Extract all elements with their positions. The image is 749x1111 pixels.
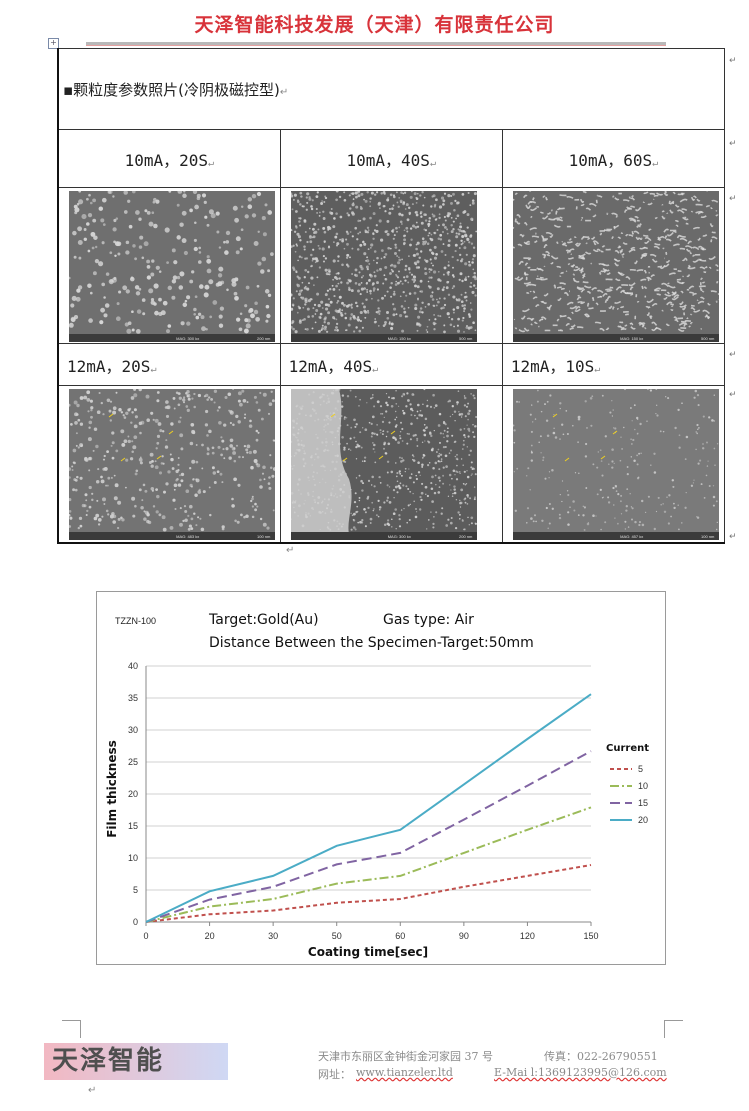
sample-label-cell: 10mA，40S↵ (279, 129, 503, 188)
y-tick-label: 5 (133, 885, 138, 895)
sample-label-cell: 12mA，40S↵ (279, 343, 503, 386)
footer-address: 天津市东丽区金钟街金河家园 37 号 (318, 1050, 493, 1063)
page-corner-mark (62, 1020, 80, 1039)
chart-svg: TZZN-100 Target:Gold(Au) Gas type: Air D… (105, 612, 649, 959)
row-end-mark: ↵ (729, 350, 737, 360)
x-tick-label: 150 (583, 931, 598, 941)
chart-title-distance: Distance Between the Specimen-Target:50m… (209, 635, 534, 651)
sample-label-cell: 12mA，10S↵ (501, 343, 726, 386)
sample-label-10ma-60s: 10mA，60S (568, 150, 653, 170)
page-corner-mark (664, 1020, 665, 1038)
row-end-mark: ↵ (729, 194, 737, 204)
x-axis-label: Coating time[sec] (308, 945, 428, 959)
series-line-current-15 (145, 750, 592, 923)
film-thickness-chart: TZZN-100 Target:Gold(Au) Gas type: Air D… (96, 591, 666, 965)
series-line-current-5 (145, 864, 592, 923)
x-tick-label: 60 (395, 931, 405, 941)
legend-label-10: 10 (638, 781, 648, 791)
sem-scale-label: 200 nm (257, 336, 271, 341)
sample-label-cell: 10mA，20S↵ (56, 129, 281, 188)
sem-scale-label: 100 nm (257, 534, 271, 539)
sem-scale-label: 200 nm (459, 534, 473, 539)
sem-image-10ma-40s: MAG: 150 kx 500 nm (290, 191, 477, 342)
sem-image-12ma-40s: MAG: 300 kx 200 nm (290, 389, 477, 540)
chart-legend: 5 10 15 20 (610, 764, 648, 825)
y-tick-label: 10 (128, 853, 138, 863)
x-tick-label: 120 (520, 931, 535, 941)
table-title: ▪颗粒度参数照片(冷阴极磁控型) (63, 80, 280, 99)
legend-label-5: 5 (638, 764, 643, 774)
y-tick-label: 40 (128, 661, 138, 671)
table-move-handle-icon[interactable]: + (48, 38, 59, 49)
sem-image-cell: MAG: 150 kx 500 nm (501, 187, 726, 344)
y-axis-label: Film thickness (105, 740, 119, 838)
row-end-mark: ↵ (729, 390, 737, 400)
x-tick-label: 50 (332, 931, 342, 941)
sem-image-10ma-20s: MAG: 300 kx 200 nm (69, 191, 275, 342)
company-header: 天泽智能科技发展（天津）有限责任公司 (194, 14, 555, 36)
sem-magnification-label: MAG: 300 kx (176, 336, 199, 341)
sample-label-10ma-40s: 10mA，40S (346, 150, 430, 170)
series-line-current-10 (145, 806, 592, 923)
sem-scale-label: 100 nm (701, 534, 715, 539)
sample-label-12ma-40s: 12mA，40S (288, 356, 373, 376)
table-title-cell: ▪颗粒度参数照片(冷阴极磁控型)↵ (57, 48, 725, 130)
sem-image-10ma-60s: MAG: 150 kx 500 nm (512, 191, 719, 342)
footer-website-link[interactable]: www.tianzeler.ltd (356, 1066, 453, 1079)
footer-fax: 传真：022-26790551 (544, 1050, 658, 1063)
sem-magnification-label: MAG: 150 kx (387, 336, 410, 341)
chart-model-label: TZZN-100 (115, 616, 156, 626)
sem-image-cell: MAG: 300 kx 200 nm (56, 187, 281, 344)
sample-label-12ma-20s: 12mA，20S (67, 356, 151, 376)
page-corner-mark (80, 1020, 81, 1038)
footer-email[interactable]: E-Mai l:1369123995@126.com (494, 1066, 667, 1079)
sample-label-cell: 12mA，20S↵ (56, 343, 281, 386)
legend-title: Current (606, 743, 649, 754)
chart-axes: 0 5 10 15 20 25 30 35 40 0 20 30 50 60 90 120 150 (128, 661, 599, 941)
legend-label-20: 20 (638, 815, 648, 825)
row-end-mark: ↵ (729, 139, 737, 149)
x-tick-label: 90 (459, 931, 469, 941)
sem-image-12ma-10s: MAG: 457 kx 100 nm (512, 389, 719, 540)
sem-scale-label: 500 nm (459, 336, 473, 341)
sem-magnification-label: MAG: 150 kx (620, 336, 643, 341)
sem-magnification-label: MAG: 300 kx (387, 534, 410, 539)
sem-image-cell: MAG: 457 kx 100 nm (501, 385, 726, 544)
sem-magnification-label: MAG: 483 kx (176, 534, 199, 539)
sample-label-12ma-10s: 12mA，10S (510, 356, 595, 376)
y-tick-label: 20 (128, 789, 138, 799)
header-divider (86, 42, 666, 46)
chart-title-target: Target:Gold(Au) (208, 612, 319, 628)
chart-series (145, 693, 592, 923)
row-end-mark: ↵ (729, 56, 737, 66)
x-tick-label: 30 (268, 931, 278, 941)
sem-scale-label: 500 nm (701, 336, 715, 341)
row-end-mark: ↵ (729, 532, 737, 542)
sem-image-cell: MAG: 300 kx 200 nm (279, 385, 503, 544)
legend-label-15: 15 (638, 798, 648, 808)
particle-size-table: ▪颗粒度参数照片(冷阴极磁控型)↵ 10mA，20S↵ 10mA，40S↵ 10… (56, 48, 726, 544)
chart-title-gas: Gas type: Air (383, 612, 474, 628)
sem-image-cell: MAG: 150 kx 500 nm (279, 187, 503, 344)
series-line-current-20 (145, 693, 592, 923)
paragraph-mark: ↵ (88, 1085, 97, 1096)
y-tick-label: 35 (128, 693, 138, 703)
x-tick-label: 20 (205, 931, 215, 941)
y-tick-label: 0 (133, 917, 138, 927)
footer-website-label: 网址： (318, 1068, 351, 1081)
y-tick-label: 15 (128, 821, 138, 831)
y-tick-label: 30 (128, 725, 138, 735)
footer-logo: 天泽智能 (44, 1043, 228, 1080)
paragraph-mark: ↵ (286, 545, 295, 556)
sem-image-12ma-20s: MAG: 483 kx 100 nm (69, 389, 275, 540)
sem-magnification-label: MAG: 457 kx (620, 534, 643, 539)
page-corner-mark (665, 1020, 683, 1039)
y-tick-label: 25 (128, 757, 138, 767)
x-tick-label: 0 (143, 931, 148, 941)
sem-image-cell: MAG: 483 kx 100 nm (56, 385, 281, 544)
sample-label-10ma-20s: 10mA，20S (124, 150, 209, 170)
sample-label-cell: 10mA，60S↵ (501, 129, 726, 188)
chart-gridlines (146, 665, 591, 891)
